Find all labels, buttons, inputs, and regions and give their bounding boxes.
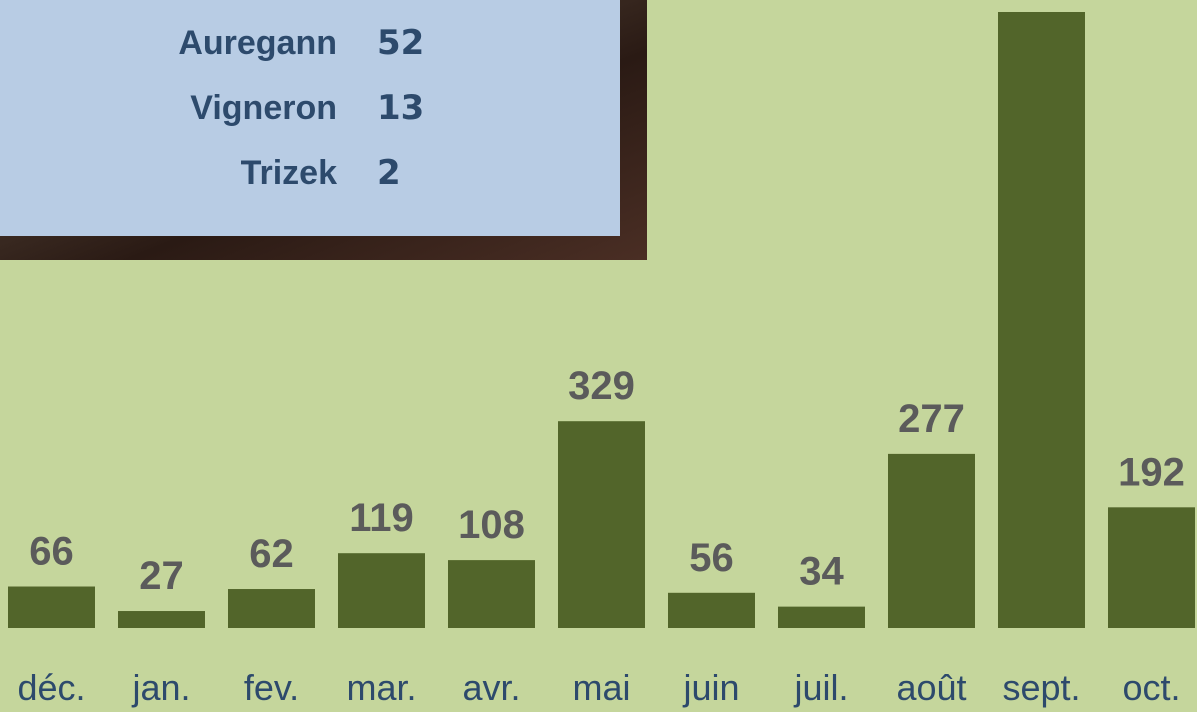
x-tick-label: août xyxy=(896,667,966,708)
bar xyxy=(1108,507,1195,628)
chart: 66 déc. 27 jan. 62 fev. 119 mar. 108 avr. 329 mai 56… xyxy=(0,0,1197,712)
ranking-name: Auregann xyxy=(178,24,337,62)
bar xyxy=(778,607,865,628)
value-label: 329 xyxy=(568,364,635,408)
bar xyxy=(558,421,645,628)
value-label: 56 xyxy=(689,536,734,580)
x-tick-label: jan. xyxy=(131,667,190,708)
bar xyxy=(338,553,425,628)
x-tick-label: avr. xyxy=(462,667,520,708)
x-tick-label: fev. xyxy=(244,667,299,708)
bar xyxy=(118,611,205,628)
bar xyxy=(998,12,1085,628)
x-tick-label: mai xyxy=(572,667,630,708)
ranking-value: 13 xyxy=(377,88,424,128)
x-tick-label: juin xyxy=(682,667,739,708)
ranking-value: 2 xyxy=(377,153,401,193)
x-tick-label: oct. xyxy=(1122,667,1180,708)
page: 66 déc. 27 jan. 62 fev. 119 mar. 108 avr. 329 mai 56… xyxy=(0,0,1197,712)
x-tick-label: sept. xyxy=(1002,667,1080,708)
value-label: 66 xyxy=(29,530,74,574)
value-label: 34 xyxy=(799,550,844,594)
value-label: 119 xyxy=(349,496,414,540)
value-label: 277 xyxy=(898,397,965,441)
x-tick-label: juil. xyxy=(793,667,848,708)
value-label: 62 xyxy=(249,532,294,576)
bar xyxy=(8,587,95,628)
ranking-name: Vigneron xyxy=(190,89,337,127)
bar xyxy=(448,560,535,628)
x-tick-label: mar. xyxy=(346,667,416,708)
ranking-value: 52 xyxy=(377,23,424,63)
value-label: 192 xyxy=(1118,450,1185,494)
bar xyxy=(668,593,755,628)
bar xyxy=(228,589,315,628)
value-label: 108 xyxy=(458,503,525,547)
x-tick-label: déc. xyxy=(17,667,85,708)
value-label: 27 xyxy=(139,554,184,598)
ranking-name: Trizek xyxy=(241,154,337,192)
bar xyxy=(888,454,975,628)
